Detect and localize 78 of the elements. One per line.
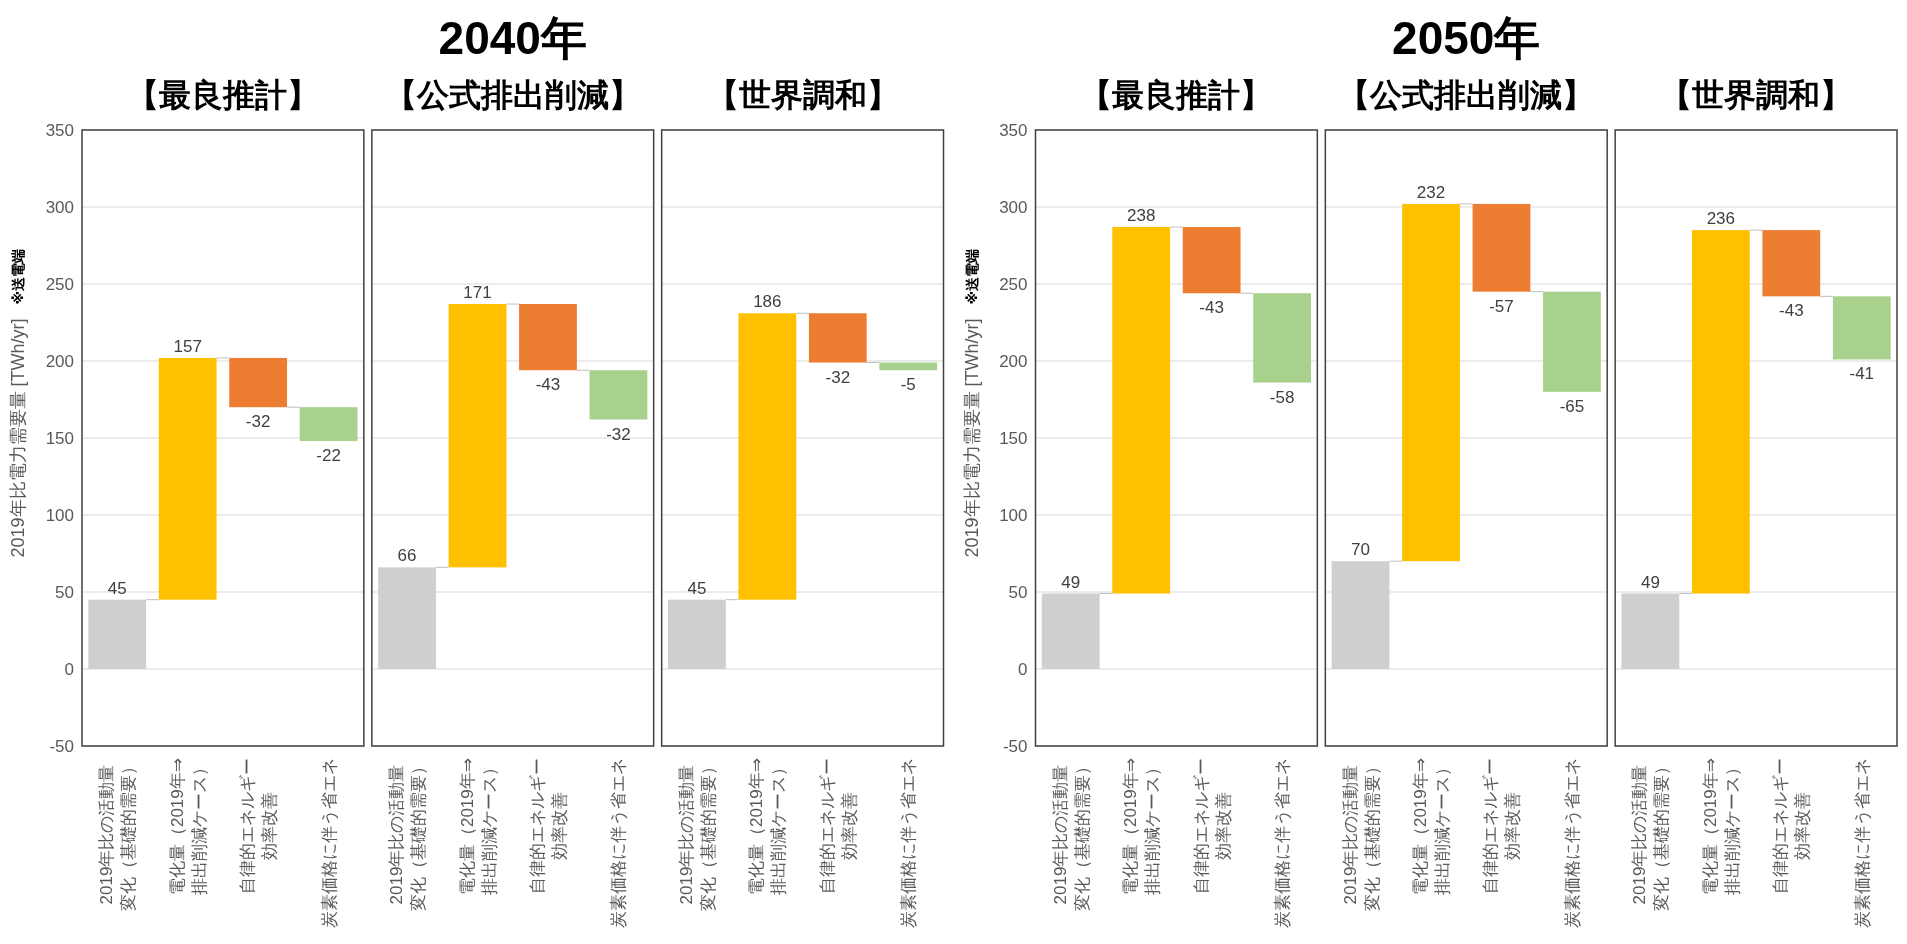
y-tick-label: 200 [45, 351, 74, 371]
text: ※送電端 [10, 248, 26, 305]
chart-title: 2040年 [438, 12, 587, 64]
x-tick-label: 2019年比の活動量変化（基礎的需要） [1050, 758, 1092, 911]
data-label: -43 [1779, 301, 1804, 321]
x-tick-label: 2019年比の活動量変化（基礎的需要） [1629, 758, 1671, 911]
y-axis-title: 2019年比電力需要量 [TWh/yr] [961, 318, 982, 558]
chart-subtitle: 【公式排出削減】 [384, 77, 641, 113]
data-label: -32 [606, 424, 631, 444]
y-tick-label: -50 [49, 736, 74, 756]
data-label: 171 [463, 283, 492, 303]
x-tick-label: 電化量（2019年⇒排出削減ケース） [1410, 758, 1452, 896]
data-label: 70 [1351, 540, 1371, 560]
y-tick-label: 0 [1018, 659, 1028, 679]
x-tick-label: 炭素価格に伴う省エネ [1272, 758, 1292, 928]
x-tick-label: 2019年比の活動量変化（基礎的需要） [386, 758, 428, 911]
y-tick-label: 250 [45, 274, 74, 294]
y-tick-label: 50 [55, 582, 74, 602]
data-label: -58 [1269, 387, 1295, 407]
data-label: 66 [397, 546, 417, 566]
x-tick-label: 2019年比の活動量変化（基礎的需要） [676, 758, 718, 911]
y-tick-label: 300 [999, 197, 1028, 217]
x-tick-label: 自律的エネルギー効率改善 [1480, 758, 1522, 894]
y-tick-label: 100 [45, 505, 74, 525]
data-label: -65 [1559, 396, 1585, 416]
x-tick-label: 電化量（2019年⇒排出削減ケース） [1120, 758, 1162, 896]
data-label: 238 [1127, 206, 1156, 226]
x-tick-label: 炭素価格に伴う省エネ [319, 758, 339, 928]
y-tick-label: 350 [45, 120, 74, 140]
x-tick-label: 電化量（2019年⇒排出削減ケース） [457, 758, 499, 896]
chart-subtitle: 【最良推計】 [126, 77, 319, 113]
data-label: -32 [245, 412, 271, 432]
y-tick-label: 100 [999, 505, 1028, 525]
data-label: 45 [107, 578, 127, 598]
x-tick-label: 炭素価格に伴う省エネ [1562, 758, 1582, 928]
y-tick-label: 300 [45, 197, 74, 217]
chart-subtitle: 【世界調和】 [1660, 77, 1853, 113]
x-tick-label: 自律的エネルギー効率改善 [527, 758, 569, 894]
y-tick-label: 350 [999, 120, 1028, 140]
chart-subtitle: 【公式排出削減】 [1338, 77, 1595, 113]
data-label: 45 [687, 578, 707, 598]
chart-subtitle: 【世界調和】 [706, 77, 899, 113]
data-label: -41 [1849, 364, 1875, 384]
data-label: -43 [1199, 298, 1224, 318]
y-tick-label: 250 [999, 274, 1028, 294]
x-tick-label: 電化量（2019年⇒排出削減ケース） [167, 758, 209, 896]
x-tick-label: 炭素価格に伴う省エネ [608, 758, 628, 928]
y-tick-label: -50 [1002, 736, 1028, 756]
y-tick-label: 0 [64, 659, 74, 679]
x-tick-label: 自律的エネルギー効率改善 [1191, 758, 1233, 894]
data-label: 49 [1061, 572, 1081, 592]
data-label: 186 [753, 292, 782, 312]
data-label: -22 [316, 446, 341, 466]
y-tick-label: 50 [1008, 582, 1028, 602]
data-label: -5 [900, 375, 916, 395]
data-label: -32 [825, 367, 851, 387]
y-axis-title: 2019年比電力需要量 [TWh/yr] [8, 318, 28, 558]
text: ※送電端 [963, 248, 980, 305]
data-label: 236 [1706, 209, 1736, 229]
data-label: 157 [173, 336, 202, 356]
x-tick-label: 炭素価格に伴う省エネ [898, 758, 918, 928]
data-label: 49 [1640, 572, 1660, 592]
data-label: 232 [1416, 182, 1446, 202]
x-tick-label: 電化量（2019年⇒排出削減ケース） [1700, 758, 1742, 896]
y-tick-label: 150 [45, 428, 74, 448]
chart-subtitle: 【最良推計】 [1080, 77, 1273, 113]
x-tick-label: 自律的エネルギー効率改善 [817, 758, 859, 894]
data-label: -57 [1489, 296, 1514, 316]
x-tick-label: 電化量（2019年⇒排出削減ケース） [746, 758, 788, 896]
x-tick-label: 炭素価格に伴う省エネ [1852, 758, 1872, 928]
x-tick-label: 自律的エネルギー効率改善 [237, 758, 279, 894]
y-tick-label: 200 [999, 351, 1028, 371]
x-tick-label: 2019年比の活動量変化（基礎的需要） [1340, 758, 1382, 911]
data-label: -43 [535, 375, 561, 395]
chart-title: 2050年 [1392, 12, 1541, 64]
x-tick-label: 自律的エネルギー効率改善 [1770, 758, 1812, 894]
y-tick-label: 150 [999, 428, 1028, 448]
x-tick-label: 2019年比の活動量変化（基礎的需要） [96, 758, 138, 911]
